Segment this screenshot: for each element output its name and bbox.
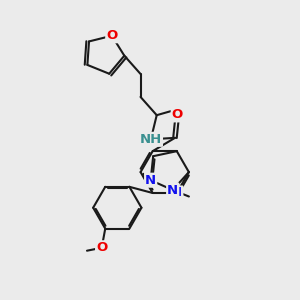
Text: N: N <box>171 187 182 200</box>
Text: N: N <box>167 184 178 196</box>
Text: N: N <box>145 174 156 187</box>
Text: NH: NH <box>140 133 162 146</box>
Text: O: O <box>106 29 118 42</box>
Text: O: O <box>172 108 183 122</box>
Text: O: O <box>96 241 107 254</box>
